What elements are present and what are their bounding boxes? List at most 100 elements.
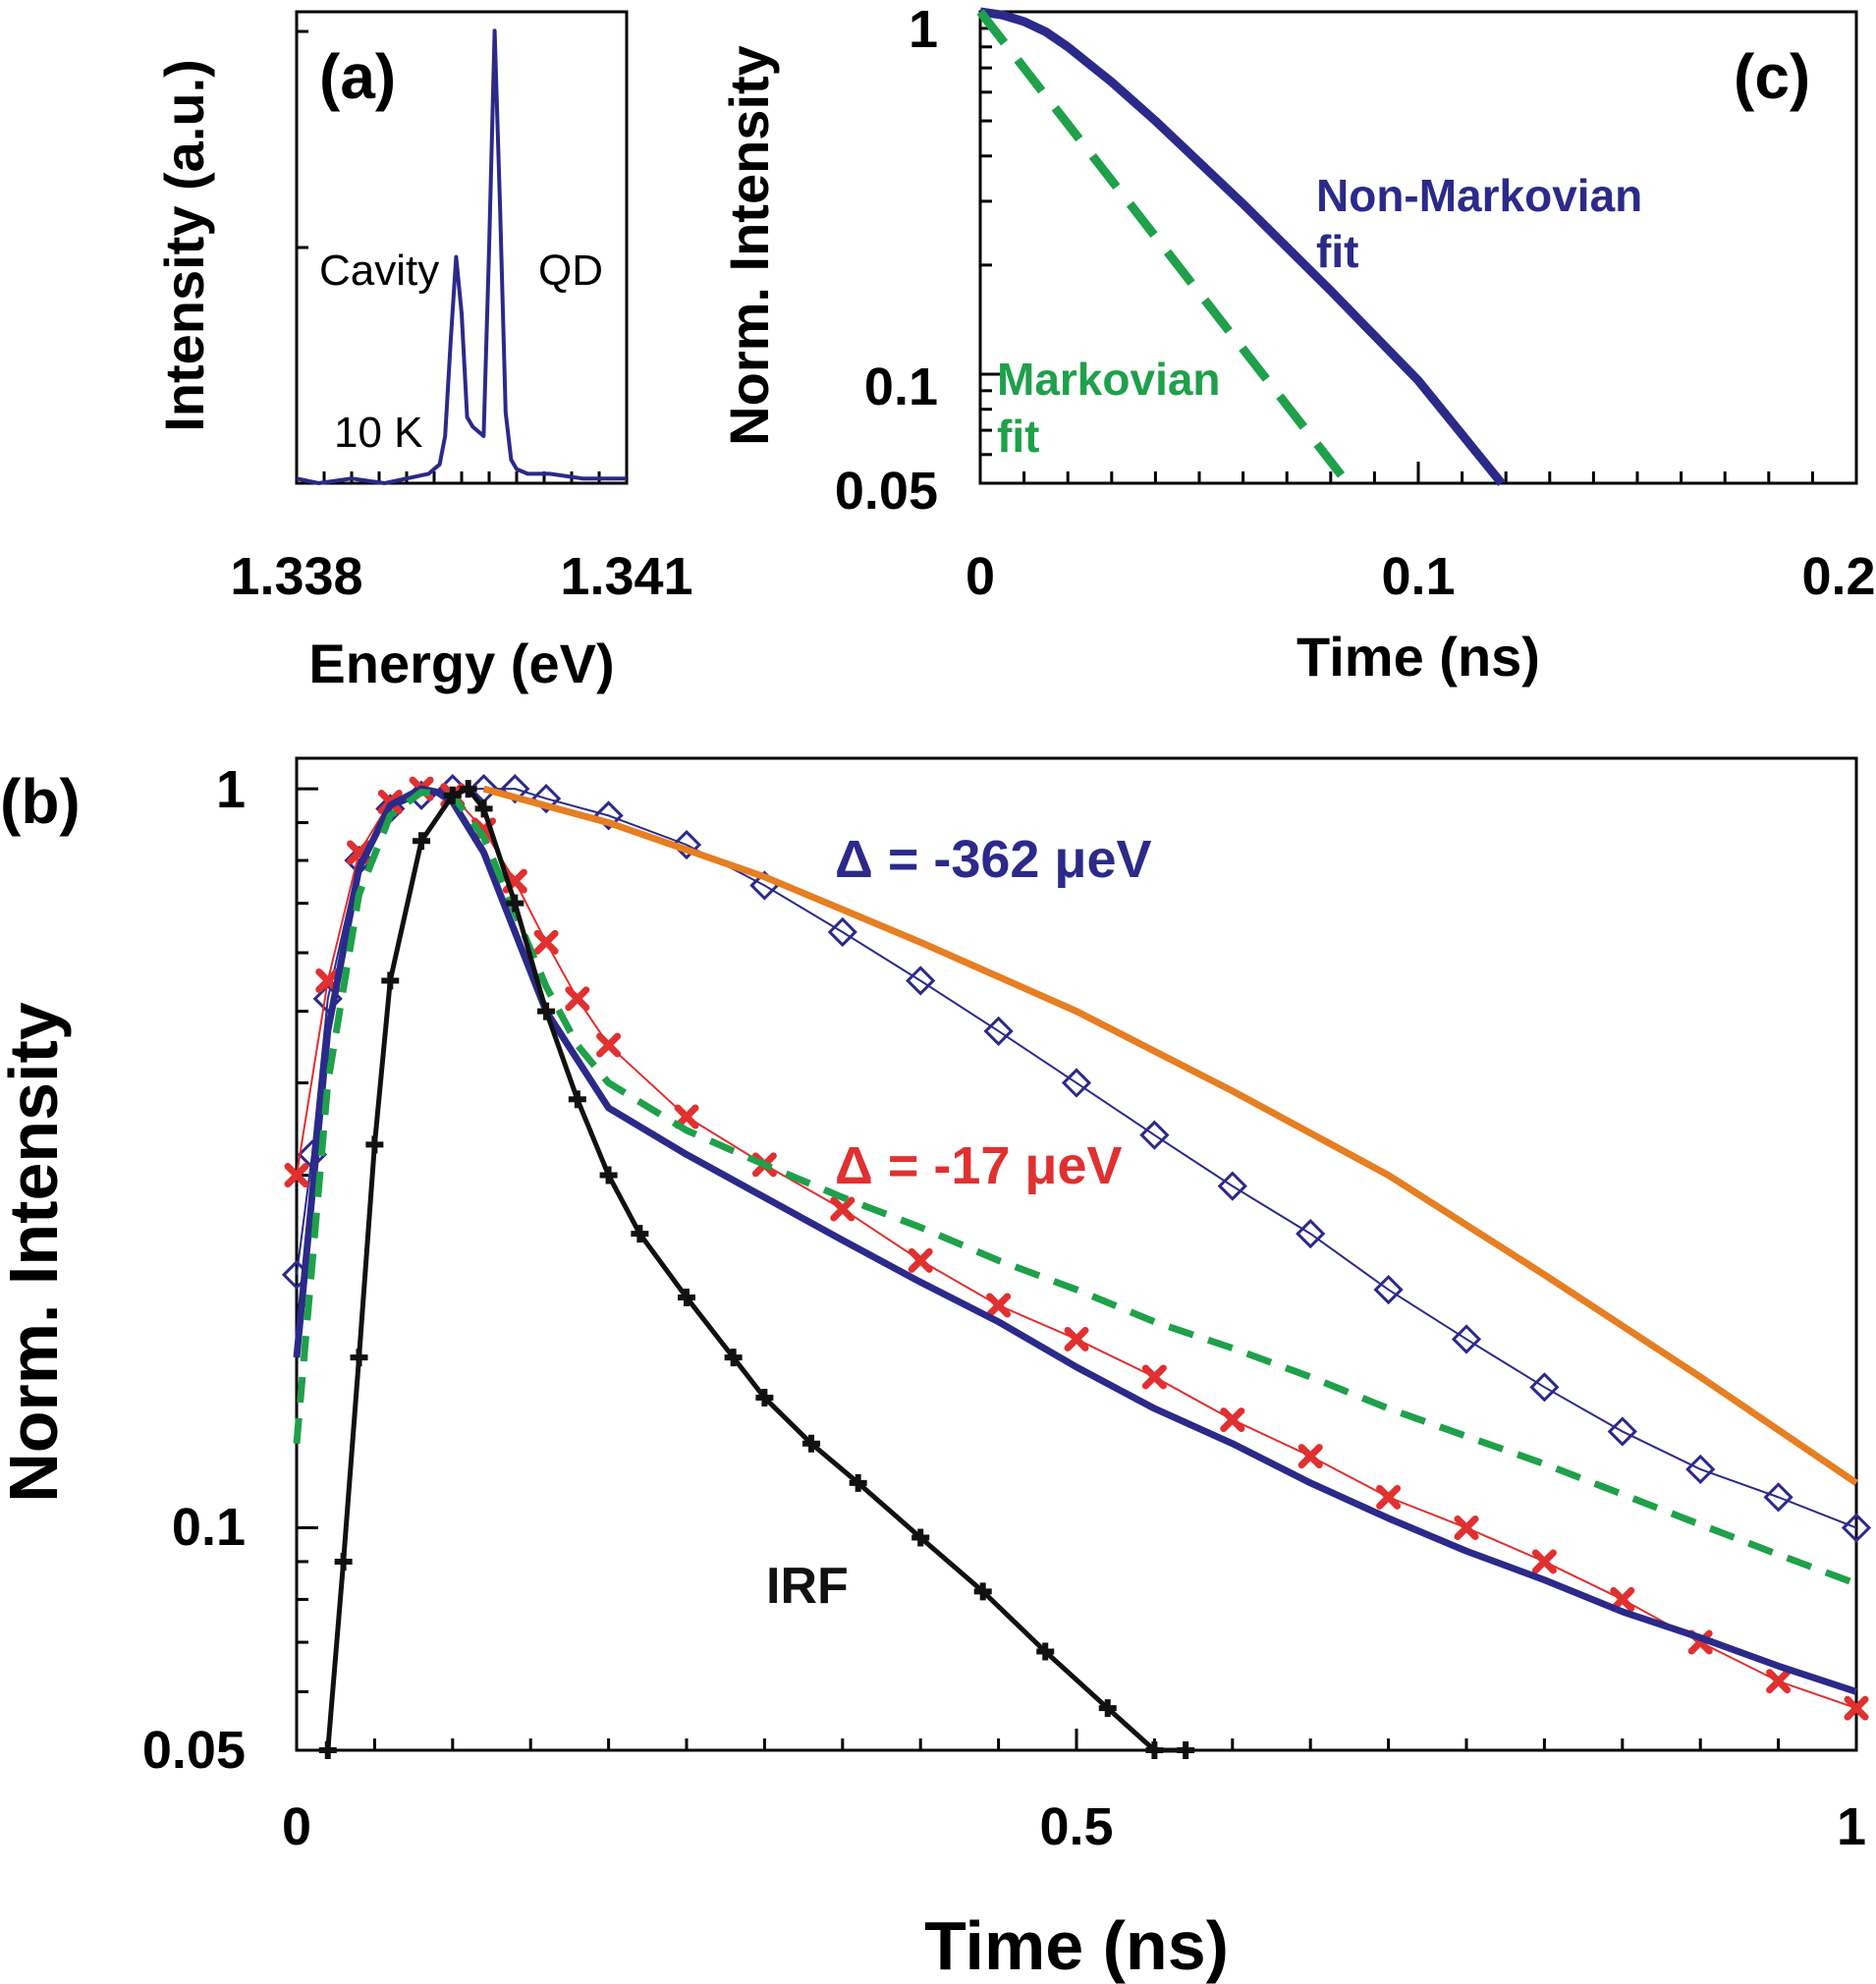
b-irf-point-5 <box>413 832 431 851</box>
b-irf-point-8 <box>474 799 493 818</box>
b-irf-point-7 <box>459 780 477 799</box>
b-series-362-ev-data-line <box>296 788 1857 1529</box>
c-xtick-0: 0 <box>966 547 995 606</box>
b-17-ev-data-point-10 <box>596 1032 622 1058</box>
b-17-ev-data-point-9 <box>565 986 590 1012</box>
b-17-ev-data-point-14 <box>908 1247 933 1273</box>
b-irf-point-18 <box>849 1473 867 1492</box>
a-xlabel: Energy (eV) <box>308 633 614 694</box>
b-362-ev-data-point-23 <box>1607 1416 1637 1447</box>
panel-c-label: (c) <box>1734 41 1810 112</box>
panel-b-ticks <box>297 787 1781 1752</box>
b-17-ev-data-point-23 <box>1610 1586 1635 1612</box>
b-362-ev-data-point-10 <box>593 800 624 831</box>
b-irf-point-9 <box>506 894 524 912</box>
b-irf-point-24 <box>1177 1741 1195 1759</box>
b-17-ev-data-point-21 <box>1454 1516 1479 1541</box>
c-markovian-label-2: fit <box>997 411 1039 462</box>
b-17-ev-data-point-0 <box>284 1163 309 1188</box>
a-series-pl-spectrum <box>296 28 627 485</box>
c-ytick-01: 0.1 <box>864 358 938 416</box>
b-irf-point-17 <box>802 1434 821 1453</box>
b-17-ev-data-point-8 <box>533 929 559 955</box>
b-irf-point-14 <box>678 1288 695 1306</box>
c-series-non-markovian-fit <box>979 7 1506 486</box>
b-irf-point-11 <box>568 1090 586 1109</box>
b-series-362-ev-fit <box>482 785 1858 1486</box>
b-17-ev-data-point-22 <box>1531 1549 1557 1574</box>
b-ylabel: Norm. Intensity <box>0 1002 72 1503</box>
b-irf-point-6 <box>443 786 462 804</box>
delta-17-label: Δ = -17 μeV <box>835 1136 1123 1195</box>
b-17-ev-data-point-16 <box>1064 1326 1089 1351</box>
b-irf-point-15 <box>724 1349 743 1367</box>
c-ylabel: Norm. Intensity <box>718 45 780 446</box>
b-irf-point-10 <box>537 1002 556 1020</box>
b-irf-point-4 <box>381 971 400 990</box>
c-ytick-005: 0.05 <box>835 462 938 521</box>
b-xtick-1: 1 <box>1837 1797 1866 1856</box>
b-irf-point-16 <box>755 1389 774 1407</box>
a-xtick-1341: 1.341 <box>560 547 692 606</box>
b-17-ev-data-point-17 <box>1141 1364 1167 1390</box>
b-362-ev-data-point-17 <box>1139 1120 1170 1150</box>
delta-362-label: Δ = -362 μeV <box>835 830 1152 889</box>
cavity-label: Cavity <box>319 247 439 295</box>
b-ytick-005: 0.05 <box>142 1721 246 1780</box>
b-irf-point-13 <box>631 1225 649 1243</box>
b-17-ev-data-point-19 <box>1297 1444 1323 1469</box>
panel-a-plot <box>296 28 627 485</box>
b-ytick-01: 0.1 <box>172 1498 246 1557</box>
c-nonmarkovian-label-1: Non-Markovian <box>1316 170 1642 221</box>
c-nonmarkovian-label-2: fit <box>1316 226 1358 277</box>
panel-c: (c) Non-Markovian fit Markovian fit 1 0.… <box>718 0 1876 688</box>
b-362-ev-data-point-25 <box>1763 1482 1793 1513</box>
b-xlabel: Time (ns) <box>924 1907 1229 1984</box>
b-17-ev-data-point-13 <box>830 1196 855 1222</box>
b-362-ev-data-point-9 <box>530 783 562 814</box>
b-irf-point-23 <box>1145 1741 1164 1759</box>
b-362-ev-data-point-16 <box>1061 1068 1092 1098</box>
panel-a-label: (a) <box>319 41 396 112</box>
panel-b-label: (b) <box>0 766 81 837</box>
b-xtick-05: 0.5 <box>1039 1797 1113 1856</box>
b-362-ev-data-point-22 <box>1529 1372 1560 1403</box>
b-irf-point-2 <box>350 1349 368 1367</box>
b-362-ev-data-point-24 <box>1685 1454 1716 1485</box>
b-17-ev-data-point-26 <box>1844 1695 1869 1721</box>
b-irf-point-0 <box>318 1741 337 1759</box>
b-362-ev-data-point-19 <box>1296 1218 1326 1249</box>
c-series-markovian-fit <box>976 9 1356 493</box>
b-17-ev-data-point-15 <box>986 1293 1012 1318</box>
b-362-ev-data-point-21 <box>1451 1324 1482 1354</box>
b-362-ev-data-point-11 <box>671 829 702 860</box>
panel-b: (b) Δ = -362 μeV Δ = -17 μeV IRF 1 0.1 0… <box>0 756 1872 1984</box>
c-xtick-02: 0.2 <box>1801 547 1875 606</box>
b-irf-point-3 <box>365 1135 384 1154</box>
b-362-ev-data-point-13 <box>827 916 857 948</box>
b-series-irf-line <box>325 786 1186 1753</box>
b-362-ev-data-point-18 <box>1217 1171 1247 1201</box>
b-series-markovian-fit-b <box>293 788 1858 1587</box>
b-irf-point-22 <box>1098 1699 1117 1718</box>
b-17-ev-data-point-18 <box>1220 1407 1245 1433</box>
b-ytick-1: 1 <box>216 760 246 819</box>
irf-label: IRF <box>766 1558 849 1615</box>
panel-b-plot <box>281 774 1872 1759</box>
a-xtick-1338: 1.338 <box>230 547 362 606</box>
b-series-non-markovian-fit-b <box>293 785 1858 1695</box>
c-xlabel: Time (ns) <box>1297 626 1540 688</box>
b-irf-point-12 <box>599 1166 618 1185</box>
c-xtick-01: 0.1 <box>1381 547 1455 606</box>
b-irf-point-1 <box>334 1552 353 1571</box>
b-17-ev-data-point-11 <box>674 1104 699 1130</box>
b-xtick-0: 0 <box>282 1797 311 1856</box>
panel-a: (a) Cavity QD 10 K 1.338 1.341 Energy (e… <box>153 10 693 694</box>
a-ylabel: Intensity (a.u.) <box>153 59 215 432</box>
b-irf-point-21 <box>1036 1642 1055 1661</box>
b-362-ev-data-point-14 <box>906 965 936 996</box>
panel-c-ticks <box>980 10 1814 485</box>
panel-c-plot <box>976 7 1506 493</box>
b-362-ev-data-point-8 <box>500 774 530 804</box>
